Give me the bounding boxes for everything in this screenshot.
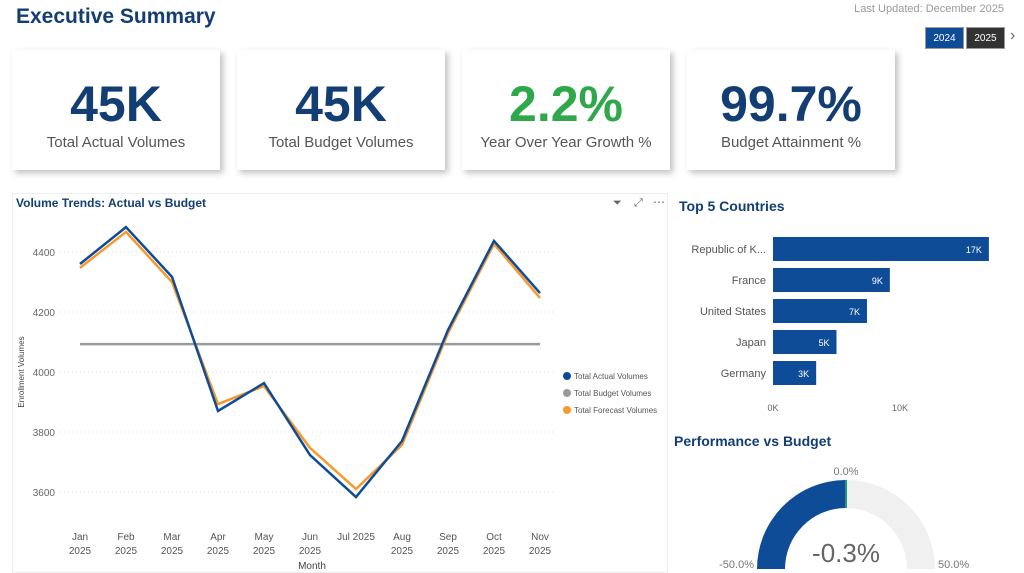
bar-chart: Republic of K... 17K France 9K United States…: [691, 237, 989, 413]
x-tick-label: Feb 2025: [115, 532, 138, 557]
page-title: Executive Summary: [16, 5, 216, 28]
legend-marker: [563, 406, 571, 414]
y-axis-label: Enrollment Volumes: [17, 336, 26, 407]
gauge-fill: [757, 480, 846, 569]
bar-chart-title: Top 5 Countries: [679, 198, 785, 214]
x-axis-label: Month: [298, 561, 326, 572]
bar-data-label: 9K: [872, 276, 883, 286]
gauge-title: Performance vs Budget: [674, 433, 832, 449]
bar-data-label: 5K: [818, 338, 829, 348]
y-tick-label: 3800: [33, 428, 56, 439]
line-chart: 3600 3800 4000 4200 4400 Jan 2025 Feb 2025 Mar 202…: [17, 225, 657, 572]
x-tick-label: 0K: [767, 403, 778, 413]
x-tick-label: Jun 2025: [299, 532, 322, 557]
bar-category-label: United States: [700, 306, 767, 318]
series-line-total-actual-volumes: [79, 225, 541, 499]
legend-marker: [563, 389, 571, 397]
kpi-card-attainment: 99.7% Budget Attainment %: [687, 50, 895, 170]
legend-marker: [563, 372, 571, 380]
gauge-value: -0.3%: [812, 538, 880, 568]
bar-data-label: 3K: [798, 369, 809, 379]
filter-icon[interactable]: ⏷: [613, 197, 622, 209]
legend-label: Total Actual Volumes: [574, 372, 648, 381]
bar-category-label: France: [732, 275, 766, 287]
kpi-card-yoy: 2.2% Year Over Year Growth %: [462, 50, 670, 170]
bar-category-label: Japan: [736, 337, 766, 349]
kpi-value: 99.7%: [720, 76, 862, 132]
bar-data-label: 17K: [966, 245, 982, 255]
gauge-chart: 0.0% -50.0% 50.0% -0.3%: [719, 466, 969, 571]
bar: [773, 237, 989, 261]
gauge-target-label: 0.0%: [833, 466, 858, 478]
focus-mode-icon[interactable]: ⤢: [634, 197, 643, 209]
bar: [773, 330, 837, 354]
x-tick-label: Nov 2025: [529, 532, 552, 557]
bar-category-label: Republic of K...: [691, 244, 766, 256]
gauge-max-label: 50.0%: [938, 559, 969, 571]
x-tick-label: Jul 2025: [337, 532, 375, 543]
legend-label: Total Forecast Volumes: [574, 406, 657, 415]
year-2025-button[interactable]: 2025: [966, 27, 1005, 49]
x-tick-label: Oct 2025: [483, 532, 506, 557]
y-tick-label: 4400: [33, 248, 56, 259]
kpi-label: Total Actual Volumes: [46, 134, 186, 151]
kpi-label: Budget Attainment %: [720, 134, 862, 151]
x-tick-label: Sep 2025: [437, 532, 460, 557]
year-2024-button[interactable]: 2024: [925, 27, 964, 49]
x-tick-label: Mar 2025: [161, 532, 184, 557]
y-tick-label: 4000: [33, 368, 56, 379]
x-tick-label: Jan 2025: [69, 532, 92, 557]
bar-data-label: 7K: [849, 307, 860, 317]
bar: [773, 268, 890, 292]
series-line-total-forecast-volumes: [79, 230, 541, 491]
kpi-label: Year Over Year Growth %: [480, 134, 652, 151]
chevron-right-icon[interactable]: ›: [1010, 27, 1016, 44]
last-updated: Last Updated: December 2025: [854, 3, 1004, 15]
kpi-value: 45K: [295, 76, 387, 132]
bar: [773, 361, 817, 385]
legend-label: Total Budget Volumes: [574, 389, 651, 398]
y-tick-label: 4200: [33, 308, 56, 319]
bar: [773, 299, 867, 323]
kpi-value: 45K: [70, 76, 162, 132]
x-tick-label: 10K: [892, 403, 908, 413]
x-tick-label: Aug 2025: [391, 532, 414, 557]
y-tick-label: 3600: [33, 488, 56, 499]
kpi-label: Total Budget Volumes: [268, 134, 414, 151]
gauge-min-label: -50.0%: [719, 559, 754, 571]
x-tick-label: Apr 2025: [207, 532, 230, 557]
more-options-icon[interactable]: ⋯: [653, 195, 665, 209]
kpi-card-actual: 45K Total Actual Volumes: [12, 50, 220, 170]
x-tick-label: May 2025: [253, 532, 276, 557]
bar-category-label: Germany: [721, 368, 767, 380]
kpi-value: 2.2%: [509, 76, 623, 132]
line-chart-title: Volume Trends: Actual vs Budget: [16, 196, 207, 210]
kpi-card-budget: 45K Total Budget Volumes: [237, 50, 445, 170]
